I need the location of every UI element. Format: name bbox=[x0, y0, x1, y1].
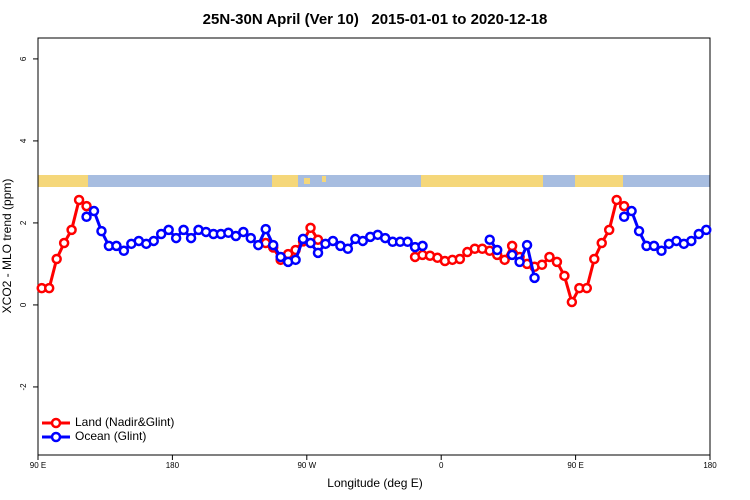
data-point bbox=[357, 235, 369, 247]
data-point bbox=[275, 251, 286, 263]
data-point bbox=[96, 225, 107, 237]
data-point bbox=[66, 224, 77, 236]
data-point bbox=[618, 200, 630, 212]
data-point bbox=[312, 247, 324, 259]
data-point bbox=[611, 194, 622, 206]
y-tick-label: 0 bbox=[19, 302, 28, 307]
data-point bbox=[581, 282, 593, 294]
y-axis-label: XCO2 - MLO trend (ppm) bbox=[0, 179, 14, 314]
data-point bbox=[297, 233, 309, 245]
data-point bbox=[342, 243, 354, 255]
data-point bbox=[491, 244, 503, 256]
data-point bbox=[73, 194, 85, 206]
x-tick-label: 180 bbox=[703, 461, 717, 470]
data-point bbox=[596, 237, 607, 249]
data-point bbox=[111, 240, 122, 252]
y-tick-label: 6 bbox=[19, 56, 28, 61]
data-point bbox=[305, 237, 316, 249]
data-point bbox=[701, 224, 712, 236]
data-point bbox=[185, 232, 197, 244]
y-tick-label: 4 bbox=[19, 138, 28, 143]
y-tick-label: 2 bbox=[19, 220, 28, 225]
data-point bbox=[484, 234, 495, 245]
data-point bbox=[230, 230, 242, 242]
legend-label: Land (Nadir&Glint) bbox=[75, 415, 174, 429]
data-point bbox=[305, 222, 316, 234]
data-point bbox=[58, 237, 70, 249]
x-tick-label: 90 E bbox=[30, 461, 46, 470]
data-point bbox=[81, 200, 92, 212]
data-point bbox=[267, 239, 279, 251]
data-point bbox=[603, 224, 615, 236]
data-point bbox=[417, 240, 428, 252]
data-point bbox=[238, 226, 249, 238]
data-point bbox=[536, 259, 548, 270]
data-point bbox=[656, 245, 667, 257]
data-point bbox=[155, 228, 167, 240]
plot-frame bbox=[37, 37, 711, 456]
data-point bbox=[178, 224, 189, 236]
data-point bbox=[529, 272, 540, 284]
data-point bbox=[559, 270, 570, 282]
data-point bbox=[551, 256, 563, 268]
data-point bbox=[521, 239, 533, 251]
data-point bbox=[253, 239, 264, 251]
data-point bbox=[618, 211, 630, 223]
data-point bbox=[327, 235, 339, 247]
x-tick-label: 90 E bbox=[567, 461, 583, 470]
data-point bbox=[633, 225, 645, 237]
data-point bbox=[499, 254, 510, 266]
data-point bbox=[290, 254, 301, 266]
data-point bbox=[260, 223, 271, 235]
land-mask-strip bbox=[38, 175, 710, 187]
data-point bbox=[686, 235, 697, 247]
data-point bbox=[544, 251, 555, 263]
data-point bbox=[693, 228, 705, 240]
chart-title: 25N-30N April (Ver 10) 2015-01-01 to 202… bbox=[203, 11, 548, 28]
legend-marker bbox=[50, 417, 62, 429]
data-point bbox=[454, 253, 466, 265]
data-point bbox=[589, 253, 600, 265]
data-point bbox=[51, 253, 62, 265]
x-tick-label: 180 bbox=[166, 461, 180, 470]
legend-label: Ocean (Glint) bbox=[75, 429, 146, 443]
data-point bbox=[648, 240, 660, 252]
data-point bbox=[81, 211, 92, 223]
x-axis-label: Longitude (deg E) bbox=[327, 476, 422, 490]
y-tick-label: -2 bbox=[19, 383, 28, 391]
data-point bbox=[626, 205, 637, 217]
data-point bbox=[506, 249, 518, 261]
data-point bbox=[506, 240, 518, 252]
data-point bbox=[566, 296, 578, 308]
data-point bbox=[170, 232, 182, 244]
legend-marker bbox=[50, 431, 62, 443]
data-point bbox=[245, 232, 257, 244]
x-tick-label: 0 bbox=[439, 461, 444, 470]
data-point bbox=[118, 245, 130, 257]
data-point bbox=[402, 236, 413, 248]
data-point bbox=[514, 256, 525, 268]
x-tick-label: 90 W bbox=[297, 461, 316, 470]
data-point bbox=[43, 282, 55, 294]
data-point bbox=[88, 205, 100, 217]
data-point bbox=[148, 235, 159, 247]
data-point bbox=[163, 224, 174, 236]
